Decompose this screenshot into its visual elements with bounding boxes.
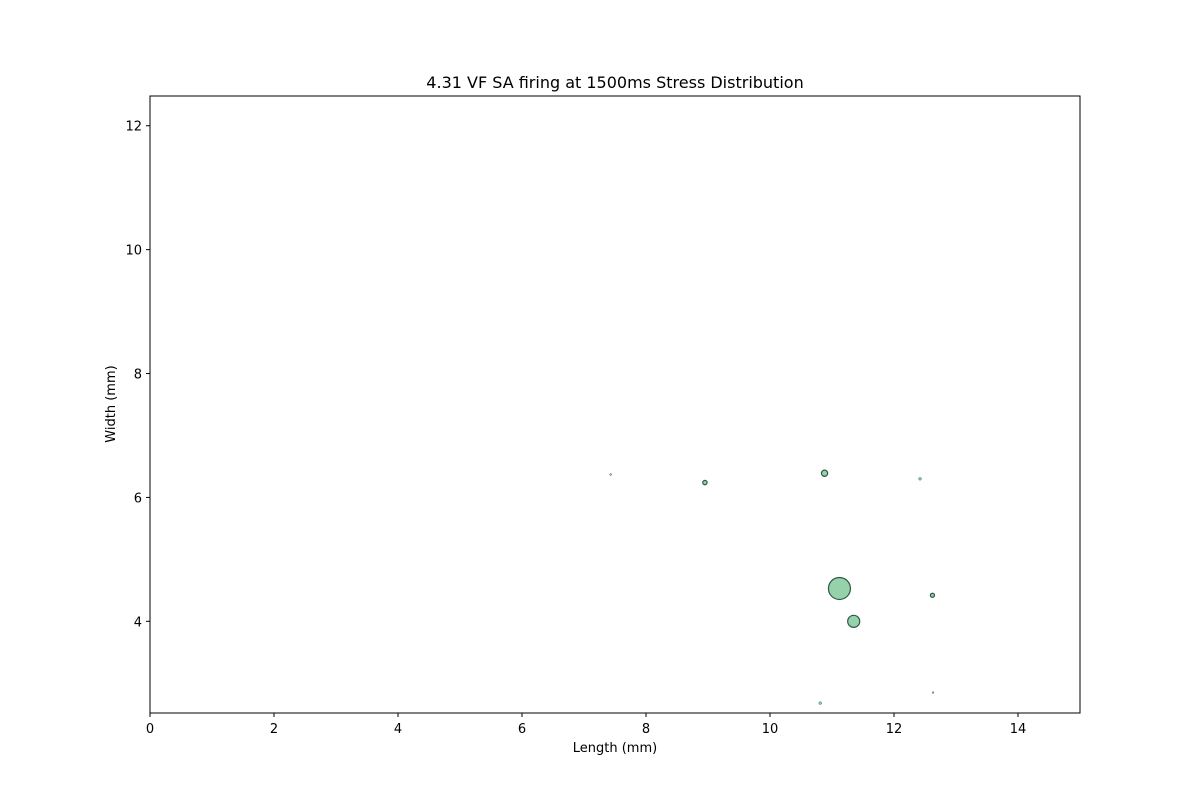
y-axis-label: Width (mm): [104, 365, 119, 442]
x-tick-label: 0: [146, 722, 154, 737]
y-axis-ticks: 4 6 8 10 12: [125, 120, 150, 630]
y-tick-label: 10: [125, 244, 142, 259]
y-tick-label: 6: [134, 491, 142, 506]
y-tick-label: 12: [125, 120, 142, 135]
plot-area: [150, 96, 1080, 713]
x-tick-label: 14: [1010, 722, 1027, 737]
plot-frame: [149, 95, 1081, 714]
x-tick-label: 8: [642, 722, 650, 737]
scatter-point: [702, 479, 708, 486]
scatter-point: [818, 701, 822, 705]
x-axis-ticks: 0 2 4 6 8 10 12 14: [146, 713, 1026, 737]
scatter-point: [820, 469, 829, 477]
x-tick-label: 12: [886, 722, 903, 737]
x-tick-label: 10: [762, 722, 779, 737]
y-tick-label: 4: [134, 615, 142, 630]
scatter-point: [847, 614, 861, 628]
scatter-point: [929, 592, 936, 598]
scatter-point: [931, 691, 935, 694]
x-tick-label: 4: [394, 722, 402, 737]
scatter-point: [918, 477, 922, 481]
y-tick-label: 8: [134, 368, 142, 383]
scatter-point: [827, 576, 852, 601]
points-layer: [609, 469, 936, 705]
x-axis-label: Length (mm): [573, 741, 657, 756]
scatter-point: [609, 473, 612, 476]
x-tick-label: 6: [518, 722, 526, 737]
x-tick-label: 2: [270, 722, 278, 737]
chart-title: 4.31 VF SA firing at 1500ms Stress Distr…: [426, 73, 803, 92]
